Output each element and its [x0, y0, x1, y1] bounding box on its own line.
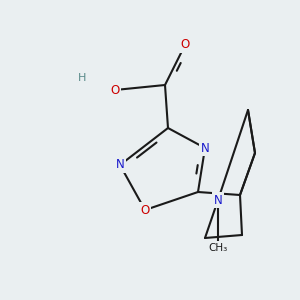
Text: CH₃: CH₃: [208, 243, 228, 253]
Text: N: N: [214, 194, 222, 206]
Text: H: H: [78, 73, 86, 83]
Text: O: O: [110, 83, 120, 97]
Text: O: O: [140, 203, 150, 217]
Text: N: N: [116, 158, 124, 172]
Text: N: N: [201, 142, 209, 154]
Text: O: O: [180, 38, 190, 52]
